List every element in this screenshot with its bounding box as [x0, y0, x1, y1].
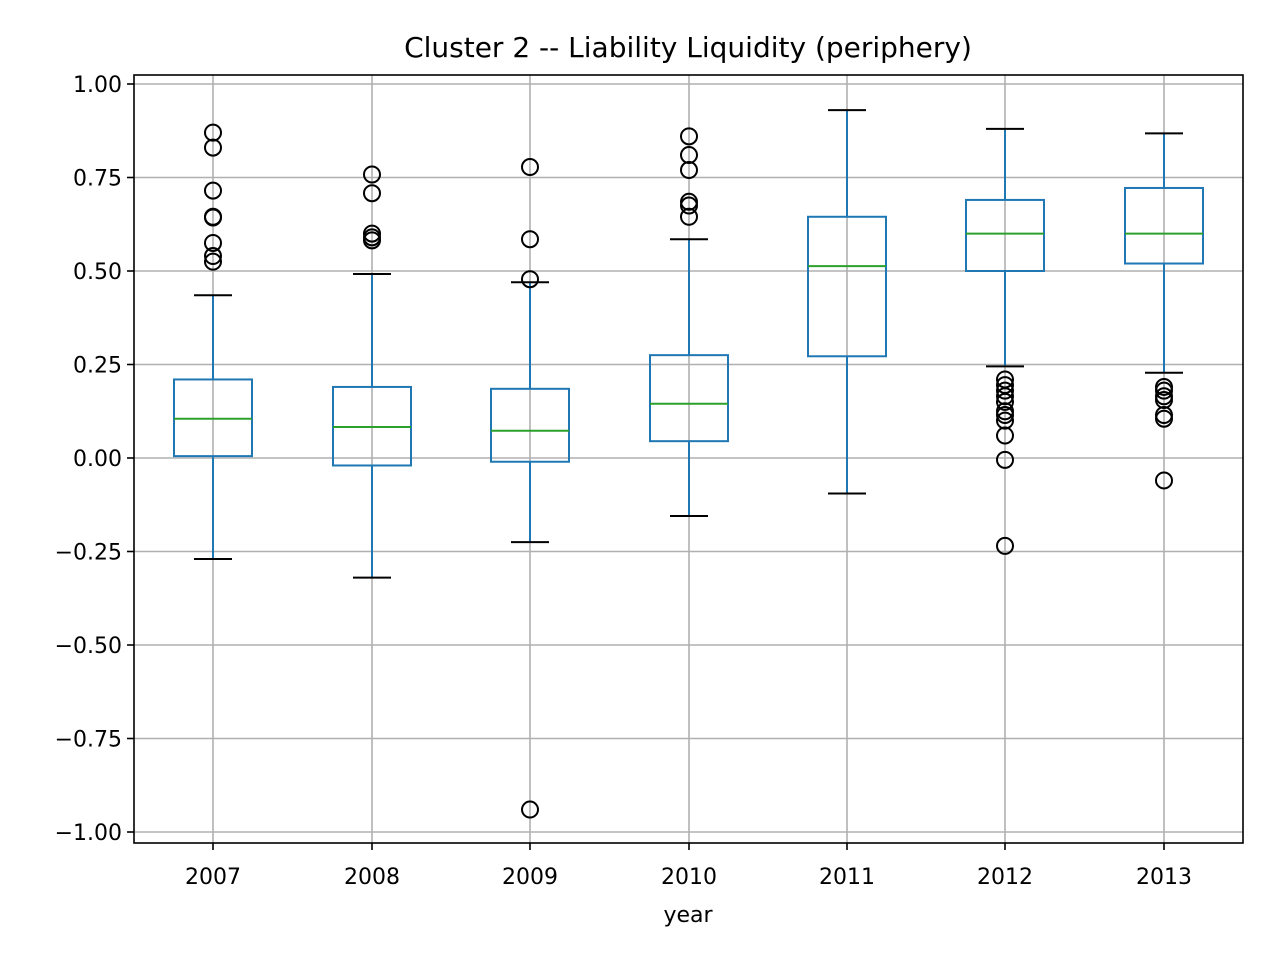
x-tick-label: 2007 [185, 865, 241, 890]
x-axis-label: year [663, 903, 713, 928]
x-tick-label: 2013 [1136, 865, 1192, 890]
y-tick-label: −0.25 [55, 541, 122, 566]
box-group-2008 [332, 165, 412, 579]
outlier-point [363, 231, 381, 250]
x-tick-label: 2008 [344, 865, 400, 890]
outlier-point [996, 392, 1014, 411]
outlier-point [204, 123, 222, 142]
y-tick-label: 0.00 [73, 447, 122, 472]
x-tick-label: 2009 [502, 865, 558, 890]
y-tick-label: 0.25 [73, 354, 122, 379]
outlier-point [680, 127, 698, 146]
outlier-point [363, 165, 381, 184]
outlier-point [204, 247, 222, 266]
box-group-2013 [1124, 132, 1204, 490]
iqr-box [965, 198, 1045, 272]
x-tick-label: 2011 [819, 865, 875, 890]
outlier-point [996, 450, 1014, 469]
outlier-point [680, 161, 698, 180]
outlier-point [996, 411, 1014, 430]
outlier-point [204, 233, 222, 252]
outlier-point [521, 270, 539, 289]
outlier-point [996, 381, 1014, 400]
box-group-2012 [965, 127, 1045, 555]
outlier-point [680, 146, 698, 165]
iqr-box [1124, 186, 1204, 265]
outlier-point [521, 158, 539, 177]
box-group-2010 [649, 127, 729, 517]
y-tick-label: 0.75 [73, 167, 122, 192]
outlier-point [1155, 391, 1173, 410]
y-tick-label: 1.00 [73, 73, 122, 98]
outlier-point [996, 426, 1014, 445]
outlier-point [680, 196, 698, 215]
iqr-box [490, 387, 570, 463]
iqr-box [807, 215, 887, 358]
outlier-point [1155, 381, 1173, 400]
x-tick-label: 2012 [977, 865, 1033, 890]
outlier-point [521, 230, 539, 249]
outlier-point [680, 207, 698, 226]
outlier-point [996, 387, 1014, 406]
iqr-box [649, 354, 729, 443]
box-group-2007 [173, 123, 253, 560]
x-tick-label: 2010 [661, 865, 717, 890]
outlier-point [1155, 409, 1173, 428]
y-tick-label: −1.00 [55, 821, 122, 846]
box-group-2011 [807, 109, 887, 495]
box-group-2009 [490, 158, 570, 819]
y-tick-label: −0.50 [55, 634, 122, 659]
outlier-point [521, 800, 539, 819]
box-plots [173, 109, 1204, 819]
outlier-point [996, 536, 1014, 555]
y-tick-label: 0.50 [73, 260, 122, 285]
outlier-point [363, 184, 381, 203]
outlier-point [1155, 471, 1173, 490]
axis-ticks: 1.00 0.75 0.50 0.25 0.00 −0.25 −0.50 −0.75 −1.00… [55, 73, 1192, 890]
outlier-point [204, 138, 222, 157]
y-tick-label: −0.75 [55, 728, 122, 753]
outlier-point [204, 252, 222, 271]
outlier-point [204, 208, 222, 227]
outlier-point [996, 405, 1014, 424]
outlier-point [204, 181, 222, 200]
chart-title: Cluster 2 -- Liability Liquidity (periph… [404, 31, 972, 64]
